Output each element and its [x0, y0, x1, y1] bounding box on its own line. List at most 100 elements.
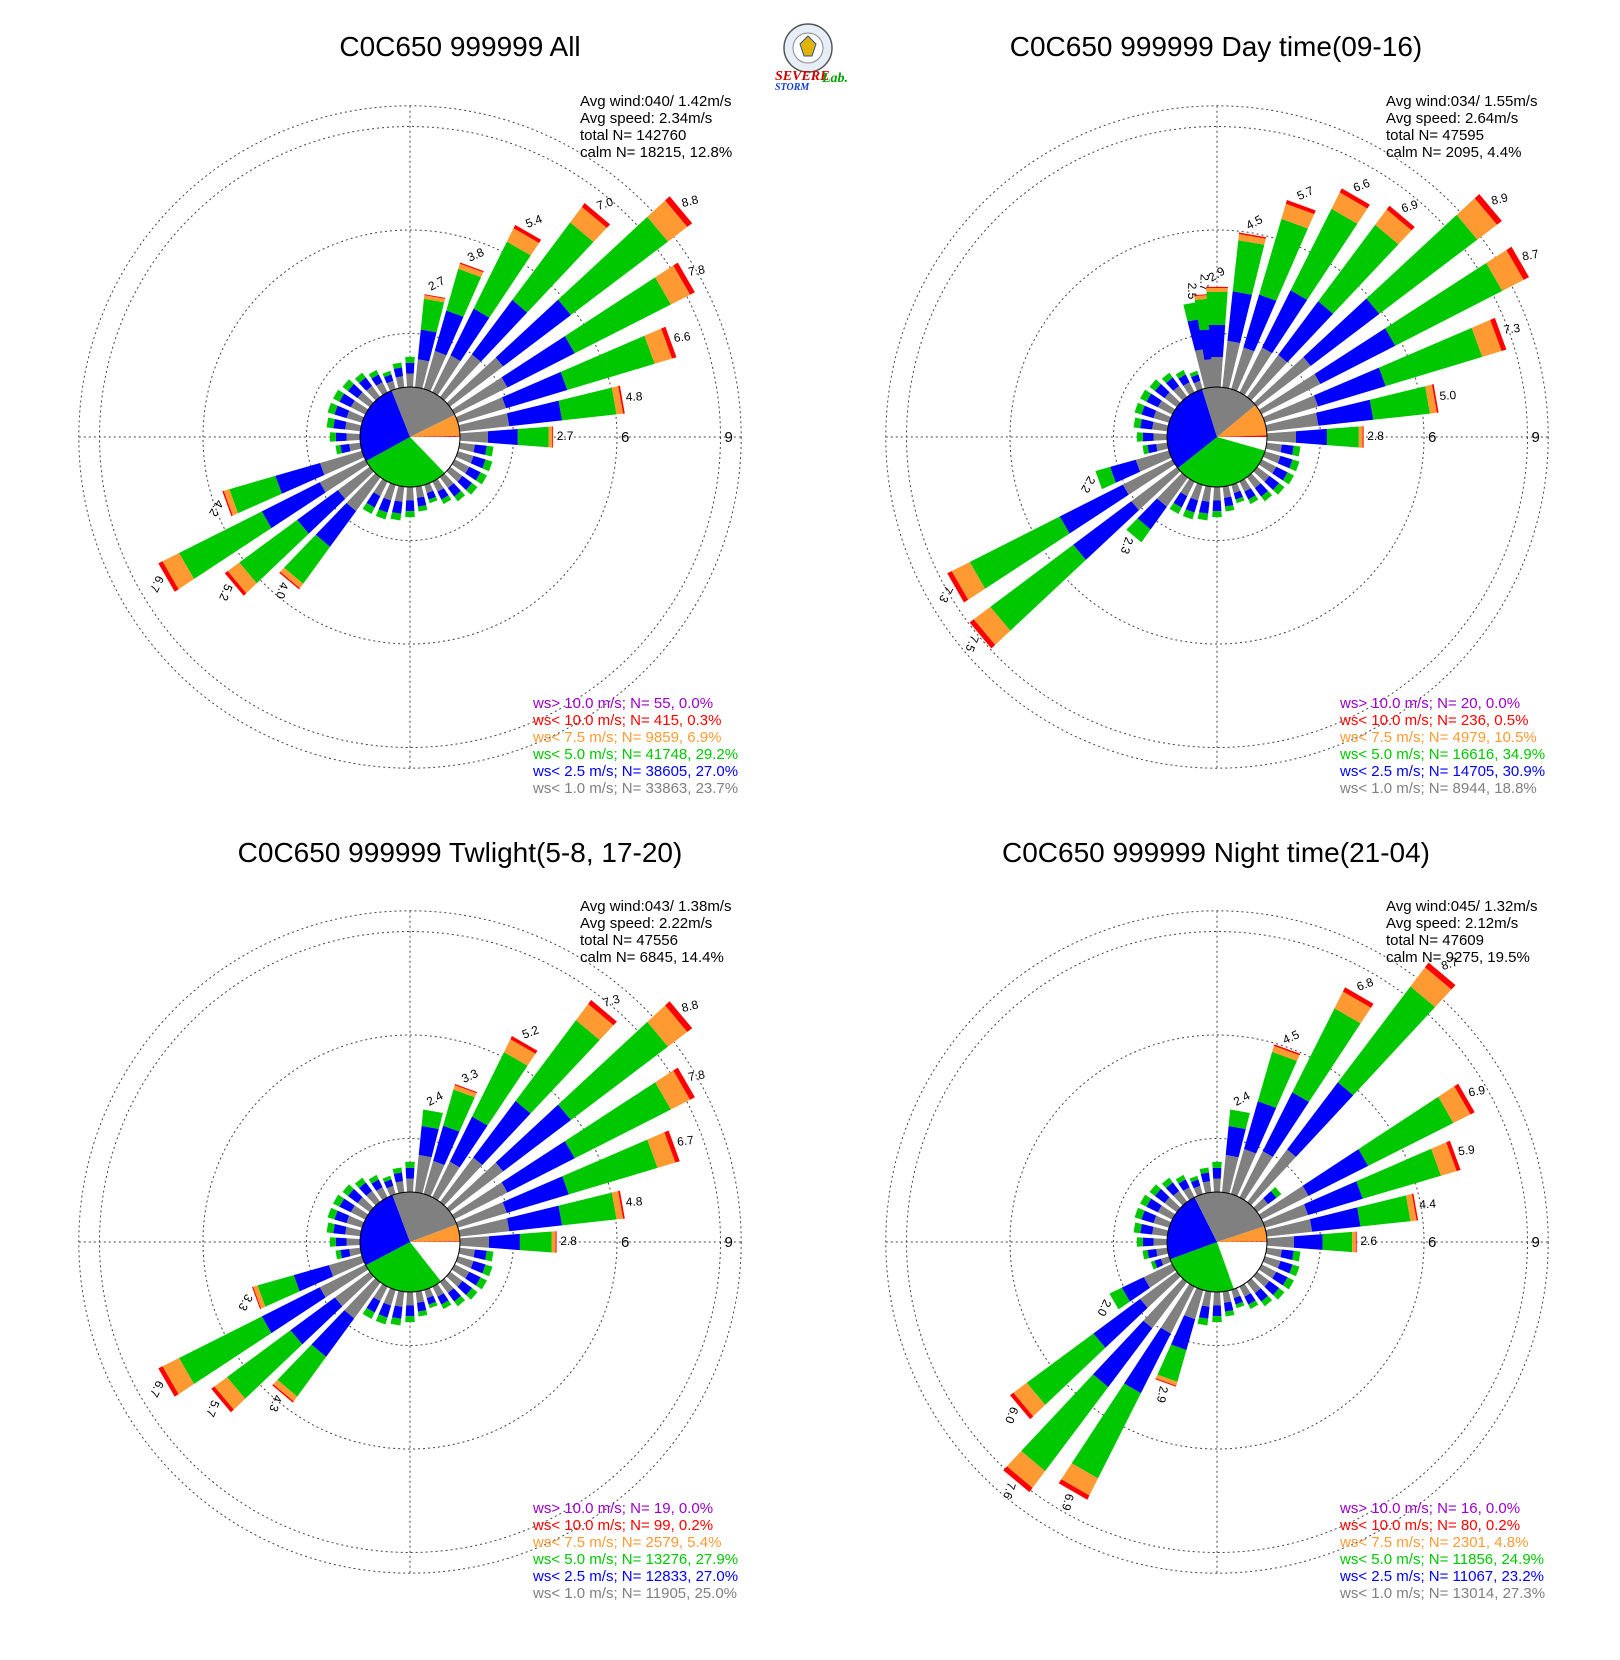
- petal-segment: [273, 1379, 298, 1402]
- petal-segment: [337, 466, 374, 499]
- petal-segment: [558, 216, 668, 315]
- petal-segment: [1184, 1287, 1204, 1320]
- petal-segment: [1154, 1258, 1164, 1268]
- petal-segment: [475, 1277, 487, 1290]
- petal-segment: [447, 483, 461, 497]
- petal-segment: [558, 1021, 668, 1120]
- petal-segment: [1206, 286, 1228, 288]
- petal-segment: [588, 999, 617, 1026]
- petal-segment: [1231, 1288, 1241, 1299]
- petal-segment: [1302, 1149, 1369, 1196]
- petal-value-label: 4.5: [1244, 212, 1266, 232]
- petal-segment: [465, 466, 481, 481]
- petal-value-label: 7.3: [601, 992, 621, 1010]
- petal-segment: [376, 382, 388, 396]
- petal-segment: [454, 1084, 478, 1094]
- petal-segment: [383, 1288, 396, 1306]
- petal-value-label: 5.0: [1439, 388, 1457, 403]
- petal-segment: [655, 265, 691, 305]
- stat-avg-wind: Avg wind:045/ 1.32m/s: [1386, 898, 1537, 915]
- petal-segment: [1147, 1249, 1158, 1259]
- petal-segment: [450, 308, 490, 362]
- petal-value-label: 6.0: [1002, 1405, 1021, 1426]
- petal-segment: [392, 1305, 403, 1319]
- petal-segment: [371, 1179, 383, 1191]
- petal-segment: [473, 241, 531, 318]
- petal-segment: [473, 444, 487, 455]
- petal-value-label: 8.8: [680, 192, 700, 210]
- petal-segment: [405, 356, 415, 363]
- pie-slice: [1177, 437, 1266, 487]
- petal-segment: [1386, 205, 1415, 231]
- petal-segment: [1006, 1451, 1046, 1488]
- petal-value-label: 8.7: [1439, 955, 1459, 973]
- petal-segment: [1239, 1283, 1251, 1297]
- petal-segment: [1282, 1277, 1294, 1290]
- petal-segment: [354, 372, 366, 384]
- petal-segment: [1293, 1234, 1323, 1250]
- petal-segment: [1355, 1231, 1357, 1253]
- petal-segment: [1263, 1256, 1281, 1269]
- petal-segment: [969, 619, 996, 649]
- petal-segment: [1265, 412, 1319, 432]
- petal-segment: [334, 1271, 374, 1307]
- range-ring: [202, 1034, 618, 1450]
- petal-value-label: 2.4: [424, 1088, 446, 1108]
- petal-segment: [446, 1162, 504, 1212]
- panels: C0C650 999999 All3692.73.85.47.08.87.86.…: [78, 31, 1549, 1602]
- petal-segment: [1152, 421, 1169, 432]
- petal-segment: [1134, 1207, 1145, 1220]
- petal-segment: [1259, 218, 1308, 301]
- petal-segment: [1264, 475, 1280, 491]
- pie-slice: [410, 1241, 461, 1242]
- petal-segment: [1456, 198, 1497, 240]
- petal-segment: [1183, 382, 1195, 396]
- petal-segment: [1277, 1260, 1293, 1274]
- petal-segment: [432, 355, 461, 396]
- petal-segment: [162, 553, 194, 590]
- petal-segment: [227, 1330, 303, 1399]
- petal-value-label: 8.9: [1490, 190, 1510, 208]
- petal-segment: [382, 1175, 392, 1183]
- petal-segment: [366, 1297, 381, 1313]
- petal-segment: [1334, 991, 1371, 1024]
- petal-segment: [1222, 1290, 1232, 1303]
- petal-segment: [434, 310, 464, 356]
- logo-crest-icon: [799, 35, 817, 57]
- petal-segment: [315, 503, 357, 547]
- petal-segment: [458, 1218, 510, 1237]
- stat-calm: calm N= 9275, 19.5%: [1386, 949, 1530, 966]
- petal-segment: [349, 442, 362, 452]
- petal-segment: [564, 1082, 671, 1159]
- petal-segment: [1289, 1264, 1300, 1277]
- outer-ring: [78, 105, 742, 769]
- petal-segment: [1339, 188, 1370, 209]
- petal-segment: [418, 1126, 439, 1158]
- petal-segment: [558, 1192, 617, 1226]
- petal-segment: [1182, 509, 1195, 520]
- petal-segment: [395, 1181, 405, 1194]
- petal-segment: [415, 1290, 425, 1303]
- petal-segment: [327, 402, 338, 415]
- petal-segment: [423, 350, 447, 392]
- legend-entry: ws< 1.0 m/s; N= 13014, 27.3%: [1339, 1585, 1545, 1602]
- petal-segment: [1272, 1271, 1288, 1286]
- petal-segment: [458, 1247, 475, 1258]
- legend-entry: ws< 2.5 m/s; N= 38605, 27.0%: [532, 763, 738, 780]
- petal-segment: [947, 571, 969, 603]
- petal-segment: [1071, 1383, 1141, 1479]
- petal-segment: [424, 483, 434, 494]
- petal-segment: [1287, 1082, 1354, 1157]
- petal-value-label: 3.8: [465, 245, 486, 265]
- petal-segment: [1141, 1210, 1157, 1224]
- petal-value-label: 5.9: [1457, 1142, 1476, 1158]
- petal-segment: [424, 1288, 434, 1299]
- petal-segment: [440, 354, 481, 401]
- petal-segment: [1272, 1045, 1300, 1061]
- petal-segment: [466, 483, 478, 495]
- petal-segment: [1231, 483, 1241, 494]
- petal-segment: [1235, 496, 1245, 504]
- petal-segment: [382, 370, 392, 378]
- petal-segment: [1124, 1327, 1171, 1394]
- petal-segment: [390, 512, 402, 521]
